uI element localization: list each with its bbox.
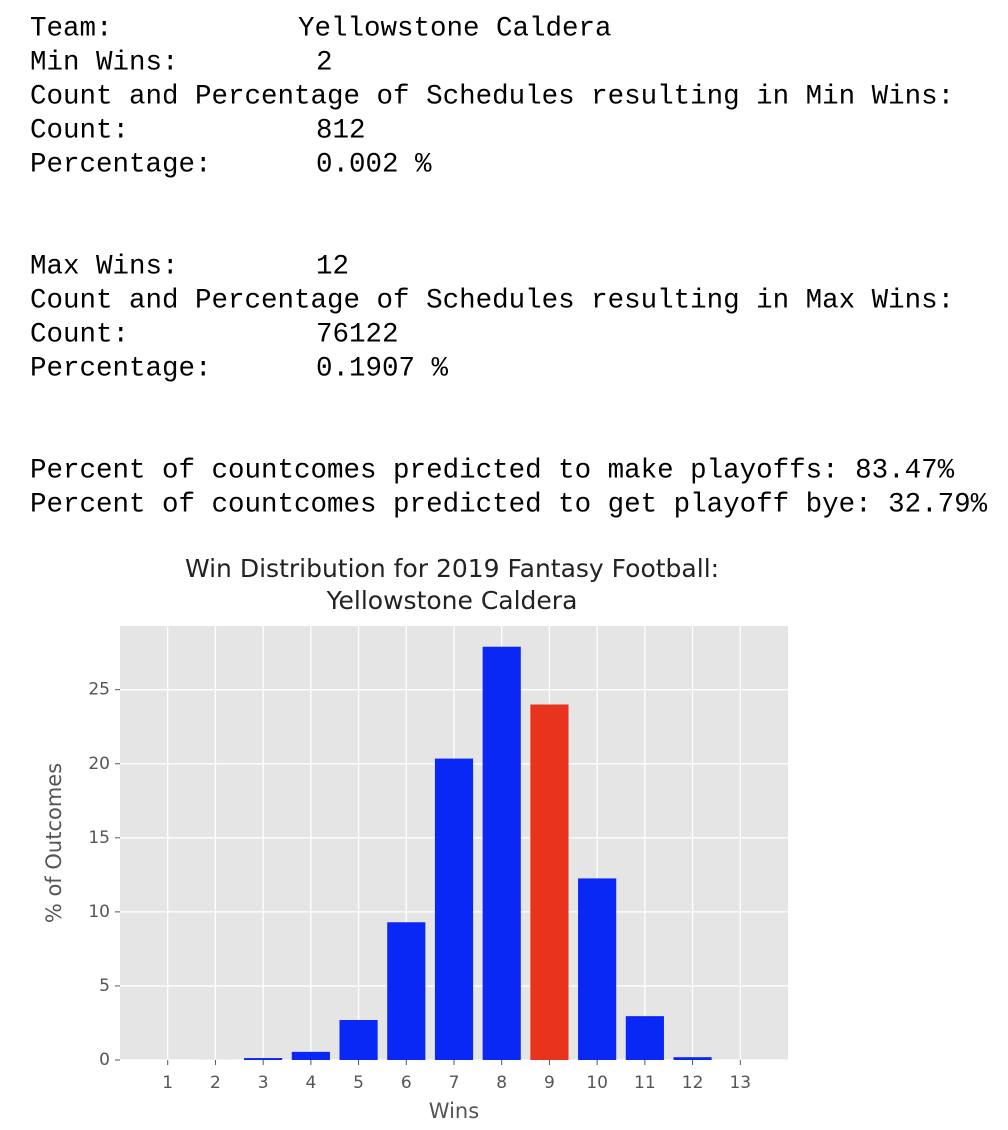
bar: [482, 646, 521, 1060]
x-axis-label: Wins: [429, 1099, 479, 1123]
output-line: Count and Percentage of Schedules result…: [30, 81, 954, 112]
x-tick-label: 10: [586, 1073, 608, 1093]
y-tick-label: 15: [88, 828, 110, 848]
y-tick-label: 10: [88, 902, 110, 922]
y-tick-label: 5: [99, 976, 110, 996]
output-line: Percent of countcomes predicted to get p…: [30, 489, 988, 520]
x-tick-label: 6: [401, 1073, 412, 1093]
output-label: Min Wins:: [30, 47, 179, 78]
y-tick-label: 25: [88, 680, 110, 700]
output-label: Count:: [30, 115, 129, 146]
output-label: Count:: [30, 319, 129, 350]
output-label: Team:: [30, 13, 113, 44]
x-tick-label: 1: [162, 1073, 173, 1093]
x-tick-label: 8: [496, 1073, 507, 1093]
x-tick-label: 5: [353, 1073, 364, 1093]
bar: [244, 1058, 283, 1060]
output-value: 0.1907 %: [316, 353, 449, 384]
bar: [387, 922, 426, 1060]
x-tick-label: 9: [544, 1073, 555, 1093]
output-value: 76122: [316, 319, 399, 350]
x-tick-label: 4: [305, 1073, 316, 1093]
bar: [434, 758, 474, 1060]
bar: [673, 1057, 712, 1060]
output-label: Percentage:: [30, 353, 212, 384]
bar: [530, 704, 569, 1060]
x-tick-label: 11: [634, 1073, 656, 1093]
output-value: 2: [316, 47, 333, 78]
bar: [625, 1016, 664, 1060]
bar: [291, 1051, 330, 1060]
chart-title: Yellowstone Caldera: [326, 586, 578, 615]
x-tick-label: 2: [210, 1073, 221, 1093]
x-tick-label: 13: [729, 1073, 751, 1093]
output-value: 12: [316, 251, 349, 282]
output-label: Max Wins:: [30, 251, 179, 282]
y-tick-label: 20: [88, 754, 110, 774]
output-line: Count and Percentage of Schedules result…: [30, 285, 954, 316]
y-tick-label: 0: [99, 1050, 110, 1070]
output-value: 0.002 %: [316, 149, 432, 180]
output-value: 812: [316, 115, 366, 146]
bar: [339, 1020, 378, 1060]
output-label: Percentage:: [30, 149, 212, 180]
x-tick-label: 7: [449, 1073, 460, 1093]
x-tick-label: 12: [682, 1073, 704, 1093]
bar: [578, 878, 617, 1060]
y-axis-label: % of Outcomes: [42, 763, 66, 923]
output-line: Percent of countcomes predicted to make …: [30, 455, 955, 486]
chart-title: Win Distribution for 2019 Fantasy Footba…: [185, 554, 719, 583]
output-value: Yellowstone Caldera: [298, 13, 612, 44]
x-tick-label: 3: [258, 1073, 269, 1093]
